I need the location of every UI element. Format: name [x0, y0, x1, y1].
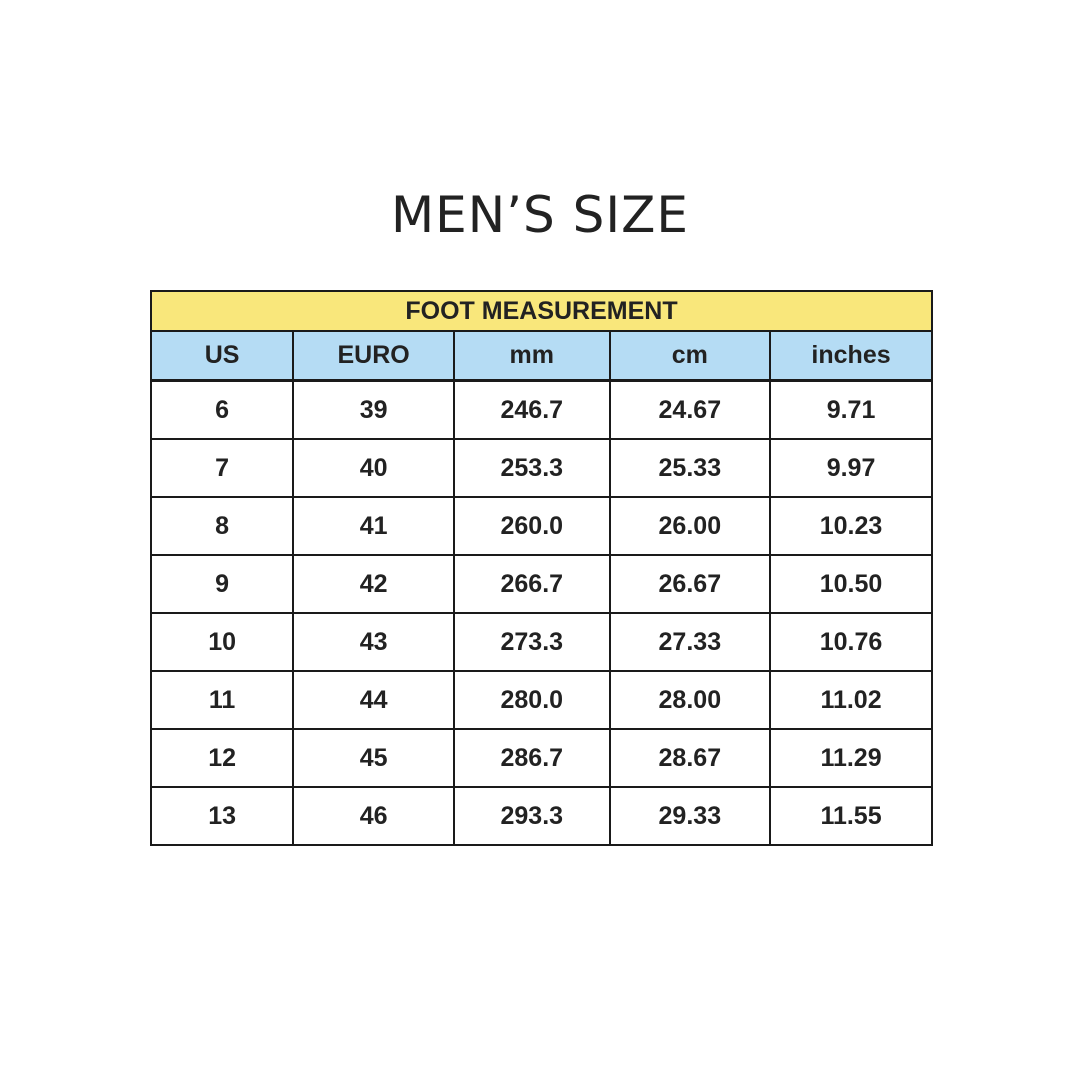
table-cell: 10.50 [769, 554, 933, 614]
table-cell: 44 [292, 670, 455, 730]
table-row: 11 44 280.0 28.00 11.02 [149, 670, 933, 730]
table-cell: 11 [149, 670, 295, 730]
table-cell: 12 [149, 728, 295, 788]
table-cell: 286.7 [452, 728, 611, 788]
table-cell: 24.67 [608, 379, 772, 440]
table-row: 13 46 293.3 29.33 11.55 [149, 786, 933, 846]
column-header: mm [452, 330, 611, 382]
table-row: 8 41 260.0 26.00 10.23 [149, 496, 933, 556]
table-cell: 9.97 [769, 438, 933, 498]
column-header: cm [608, 330, 772, 382]
table-cell: 41 [292, 496, 455, 556]
table-cell: 11.02 [769, 670, 933, 730]
table-cell: 13 [149, 786, 295, 846]
column-header: EURO [292, 330, 455, 382]
table-cell: 9.71 [769, 379, 933, 440]
table-cell: 266.7 [452, 554, 611, 614]
table-cell: 40 [292, 438, 455, 498]
table-cell: 11.29 [769, 728, 933, 788]
table-row: 10 43 273.3 27.33 10.76 [149, 612, 933, 672]
table-cell: 43 [292, 612, 455, 672]
table-cell: 10.23 [769, 496, 933, 556]
page-title: MEN’S SIZE [391, 186, 689, 244]
table-row: 9 42 266.7 26.67 10.50 [149, 554, 933, 614]
table-cell: 28.67 [608, 728, 772, 788]
table-cell: 293.3 [452, 786, 611, 846]
column-header: US [149, 330, 295, 382]
table-cell: 9 [149, 554, 295, 614]
table-cell: 10 [149, 612, 295, 672]
table-cell: 28.00 [608, 670, 772, 730]
table-cell: 29.33 [608, 786, 772, 846]
table-cell: 246.7 [452, 379, 611, 440]
table-cell: 280.0 [452, 670, 611, 730]
table-cell: 45 [292, 728, 455, 788]
table-cell: 11.55 [769, 786, 933, 846]
table-row: 6 39 246.7 24.67 9.71 [149, 379, 933, 440]
table-cell: 42 [292, 554, 455, 614]
table-cell: 27.33 [608, 612, 772, 672]
table-cell: 7 [149, 438, 295, 498]
table-row: 12 45 286.7 28.67 11.29 [149, 728, 933, 788]
table-cell: 39 [292, 379, 455, 440]
table-cell: 253.3 [452, 438, 611, 498]
column-header: inches [769, 330, 933, 382]
table-cell: 10.76 [769, 612, 933, 672]
table-cell: 26.67 [608, 554, 772, 614]
table-cell: 6 [149, 379, 295, 440]
table-cell: 260.0 [452, 496, 611, 556]
table-cell: 25.33 [608, 438, 772, 498]
table-cell: 273.3 [452, 612, 611, 672]
table-cell: 46 [292, 786, 455, 846]
table-cell: 26.00 [608, 496, 772, 556]
table-cell: 8 [149, 496, 295, 556]
table-row: 7 40 253.3 25.33 9.97 [149, 438, 933, 498]
table-caption: FOOT MEASUREMENT [150, 290, 933, 332]
size-chart-table: FOOT MEASUREMENT US EURO mm cm inches 6 39 246… [149, 290, 933, 846]
